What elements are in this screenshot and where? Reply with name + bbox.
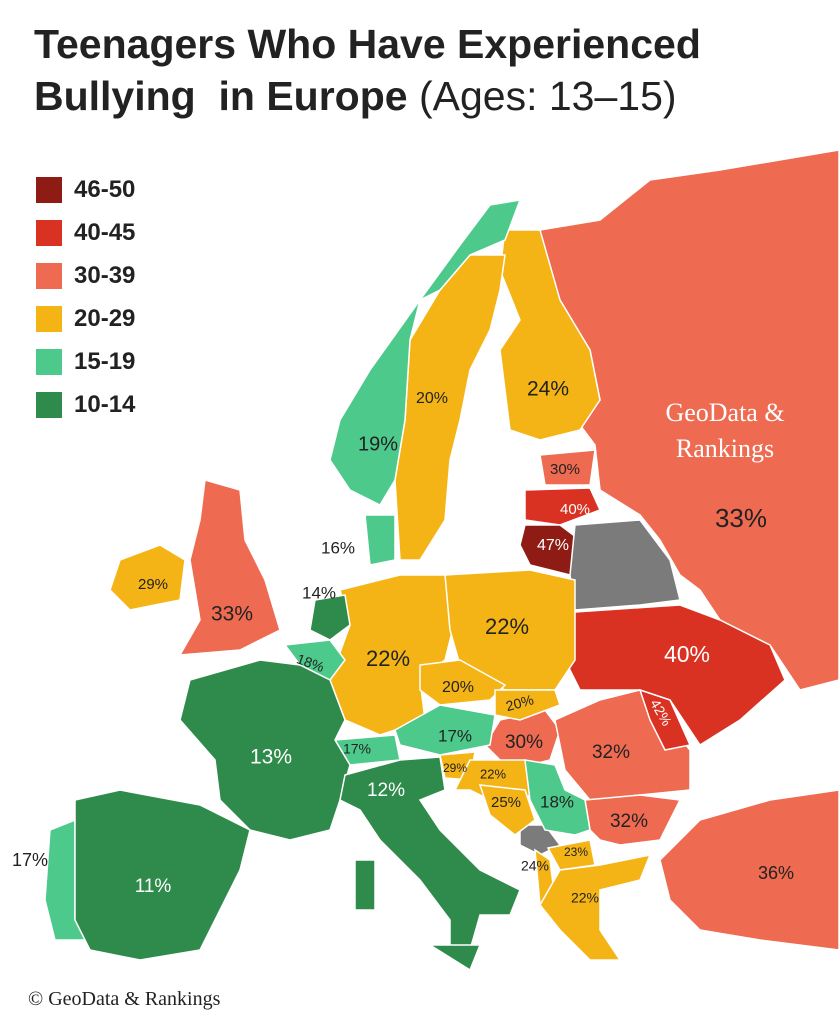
label-sweden: 20% xyxy=(416,390,448,407)
legend-item: 10-14 xyxy=(36,383,135,426)
watermark: GeoData & Rankings xyxy=(665,398,785,463)
label-italy: 12% xyxy=(367,780,405,801)
label-ukraine: 40% xyxy=(664,641,710,667)
title-line-1: Teenagers Who Have Experienced xyxy=(34,21,701,67)
region-netherlands xyxy=(309,594,351,641)
region-belgium xyxy=(283,639,346,681)
label-france: 13% xyxy=(250,746,292,769)
label-portugal: 17% xyxy=(12,850,48,870)
legend-label: 40-45 xyxy=(74,218,136,246)
region-sardinia xyxy=(354,859,376,911)
region-uk xyxy=(178,479,281,656)
label-croatia: 22% xyxy=(480,766,506,781)
label-bosnia: 25% xyxy=(491,794,521,811)
label-serbia: 18% xyxy=(540,792,574,811)
region-sicily xyxy=(427,944,482,972)
region-greece xyxy=(539,853,652,961)
label-finland: 24% xyxy=(527,378,569,401)
legend-item: 40-45 xyxy=(36,211,135,254)
legend-swatch xyxy=(36,391,62,418)
label-norway: 19% xyxy=(358,433,398,455)
legend-item: 30-39 xyxy=(36,254,135,297)
region-latvia xyxy=(524,487,602,526)
label-ireland: 29% xyxy=(138,576,168,593)
label-bulgaria: 32% xyxy=(610,811,648,832)
label-latvia: 40% xyxy=(560,501,590,518)
legend-label: 10-14 xyxy=(74,390,136,418)
label-romania: 32% xyxy=(592,742,630,763)
legend-swatch xyxy=(36,176,62,203)
label-uk: 33% xyxy=(211,603,253,626)
label-austria: 17% xyxy=(438,726,472,745)
region-turkey xyxy=(659,789,839,951)
copyright: © GeoData & Rankings xyxy=(28,988,221,1010)
label-poland: 22% xyxy=(485,614,529,639)
page-title: Teenagers Who Have Experienced Bullying … xyxy=(34,18,701,122)
legend-swatch xyxy=(36,348,62,375)
region-austria xyxy=(394,704,496,756)
label-north-macedonia: 23% xyxy=(564,845,588,859)
region-estonia xyxy=(539,449,596,486)
legend-item: 46-50 xyxy=(36,168,135,211)
legend-item: 20-29 xyxy=(36,297,135,340)
label-denmark: 16% xyxy=(321,538,355,557)
label-spain: 11% xyxy=(135,876,172,897)
region-finland xyxy=(499,229,601,441)
region-bosnia xyxy=(478,784,536,836)
region-moldova xyxy=(638,688,692,751)
label-greece: 22% xyxy=(571,890,599,906)
region-slovakia xyxy=(494,689,561,721)
legend-label: 46-50 xyxy=(74,175,136,203)
region-norway xyxy=(329,199,522,506)
label-slovakia: 20% xyxy=(504,691,535,714)
legend-swatch xyxy=(36,305,62,332)
legend-swatch xyxy=(36,219,62,246)
label-russia: 33% xyxy=(715,503,767,533)
region-italy xyxy=(339,756,521,962)
region-sweden xyxy=(394,254,506,561)
title-line-2: Bullying in Europe xyxy=(34,73,408,119)
legend-label: 20-29 xyxy=(74,304,136,332)
label-turkey: 36% xyxy=(758,863,794,883)
label-switzerland: 17% xyxy=(343,741,371,757)
region-spain xyxy=(74,789,251,961)
label-estonia: 30% xyxy=(550,461,580,478)
region-bulgaria xyxy=(584,794,682,846)
label-germany: 22% xyxy=(366,646,410,671)
label-slovenia: 29% xyxy=(443,761,467,775)
legend: 46-50 40-45 30-39 20-29 15-19 10-14 xyxy=(36,168,135,426)
region-ireland xyxy=(109,544,186,611)
region-ukraine xyxy=(564,604,786,747)
region-denmark xyxy=(364,514,396,566)
legend-item: 15-19 xyxy=(36,340,135,383)
label-lithuania: 47% xyxy=(537,537,569,554)
legend-label: 15-19 xyxy=(74,347,136,375)
label-czechia: 20% xyxy=(442,679,474,696)
legend-label: 30-39 xyxy=(74,261,136,289)
region-serbia xyxy=(524,759,591,836)
label-albania: 24% xyxy=(521,858,549,874)
label-hungary: 30% xyxy=(505,732,543,753)
title-subtitle: (Ages: 13–15) xyxy=(418,73,677,119)
label-netherlands: 14% xyxy=(302,583,336,602)
legend-swatch xyxy=(36,262,62,289)
region-czechia xyxy=(419,659,507,706)
